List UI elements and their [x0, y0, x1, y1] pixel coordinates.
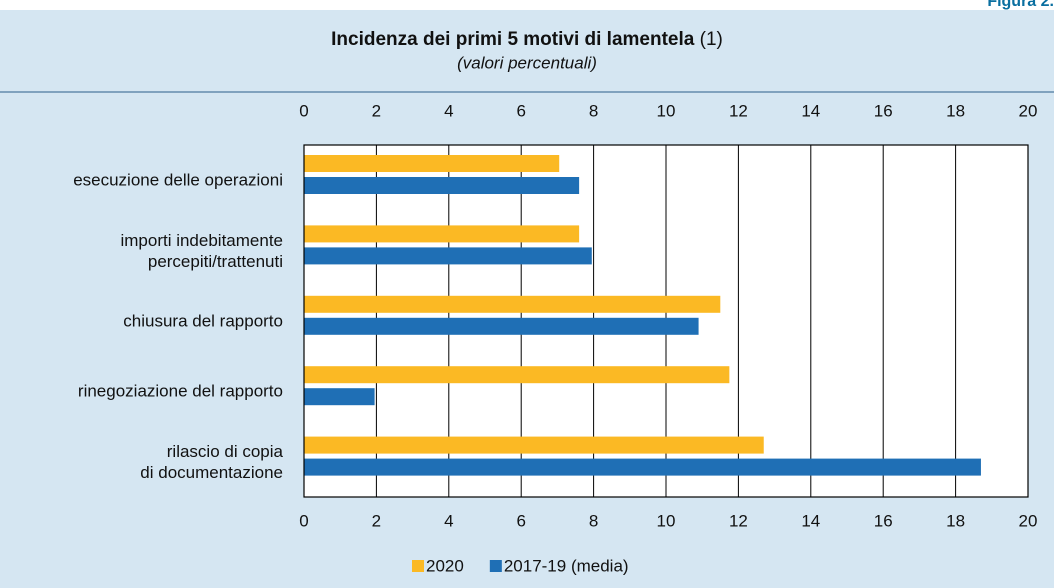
bar — [304, 317, 699, 335]
x-tick-label-top: 10 — [657, 101, 676, 120]
plot-border — [303, 144, 1029, 498]
x-tick-label-bottom: 16 — [874, 511, 893, 530]
x-tick-label-top: 16 — [874, 101, 893, 120]
x-tick-label-top: 20 — [1019, 101, 1038, 120]
x-tick-label-bottom: 20 — [1019, 511, 1038, 530]
category-label: rinegoziazione del rapporto — [77, 381, 283, 401]
x-tick-label-top: 18 — [946, 101, 965, 120]
category-label: esecuzione delle operazioni — [73, 170, 283, 190]
x-tick-label-top: 8 — [589, 101, 598, 120]
x-tick-label-bottom: 10 — [657, 511, 676, 530]
category-label: chiusura del rapporto — [123, 311, 283, 331]
marks — [303, 145, 1029, 497]
figure-label: Figura 2. — [987, 0, 1054, 10]
chart-subtitle: (valori percentuali) — [457, 53, 597, 72]
legend-swatch — [412, 560, 424, 572]
x-tick-label-bottom: 8 — [589, 511, 598, 530]
bar — [304, 295, 721, 313]
x-tick-label-top: 4 — [444, 101, 453, 120]
bar — [304, 458, 981, 476]
bar — [304, 247, 592, 265]
x-tick-label-bottom: 12 — [729, 511, 748, 530]
bar — [304, 388, 375, 406]
category-label: importi indebitamente percepiti/trattenu… — [120, 230, 283, 271]
bar — [304, 155, 560, 172]
legend-swatch — [489, 560, 502, 572]
x-tick-label-bottom: 18 — [946, 511, 965, 530]
bar — [304, 436, 764, 454]
bar — [304, 225, 580, 243]
x-tick-label-top: 14 — [801, 101, 820, 120]
x-tick-label-bottom: 2 — [372, 511, 381, 530]
bar — [304, 177, 580, 194]
x-tick-label-bottom: 0 — [299, 511, 308, 530]
title-note: (1) — [700, 29, 723, 50]
x-tick-label-top: 12 — [729, 101, 748, 120]
x-tick-label-top: 6 — [516, 101, 525, 120]
x-tick-label-top: 2 — [372, 101, 381, 120]
x-tick-label-bottom: 14 — [801, 511, 820, 530]
category-label: rilascio di copia di documentazione — [140, 441, 283, 482]
legend-label: 2020 — [426, 556, 464, 575]
chart-title: Incidenza dei primi 5 motivi di lamentel… — [331, 29, 723, 50]
x-tick-label-top: 0 — [299, 101, 308, 120]
legend-label: 2017-19 (media) — [504, 556, 629, 575]
bar — [304, 366, 730, 384]
x-tick-label-bottom: 4 — [444, 511, 453, 530]
title-main: Incidenza dei primi 5 motivi di lamentel… — [331, 29, 695, 50]
x-tick-label-bottom: 6 — [516, 511, 525, 530]
